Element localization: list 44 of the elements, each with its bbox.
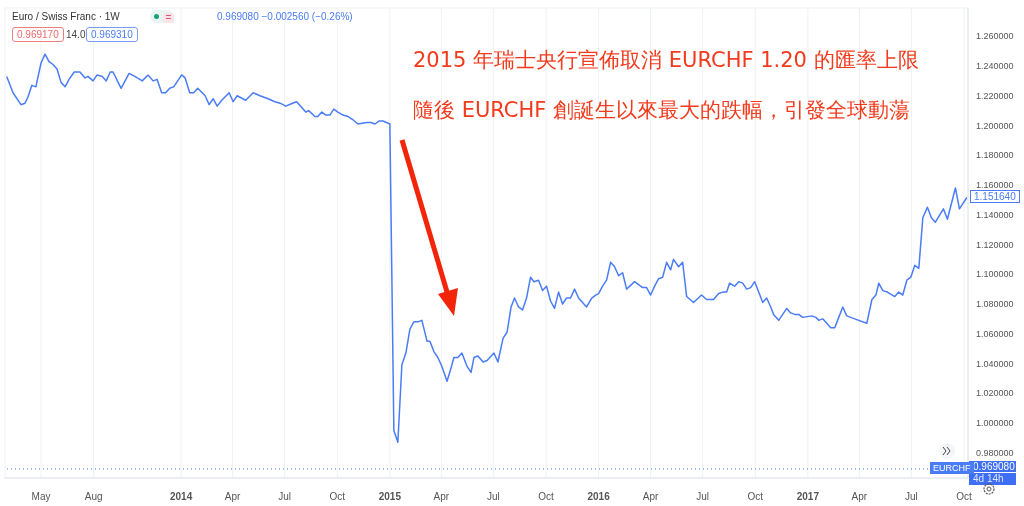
y-tick-label: 1.040000 xyxy=(976,358,1014,369)
y-tick-label: 1.100000 xyxy=(976,269,1014,280)
y-tick-label: 1.240000 xyxy=(976,61,1014,72)
x-tick-label: 2014 xyxy=(170,491,193,502)
y-tick-label: 1.180000 xyxy=(976,150,1014,161)
x-tick-label: Apr xyxy=(642,491,660,502)
x-tick-label: 2016 xyxy=(587,491,611,502)
annotation: 0.969310 xyxy=(86,27,138,42)
y-tick-label: 1.160000 xyxy=(976,180,1014,191)
annotation: 0.969080 −0.002560 (−0.26%) xyxy=(217,11,353,22)
y-tick-label: 1.080000 xyxy=(976,299,1014,310)
y-tick-label: 1.140000 xyxy=(976,209,1014,220)
y-tick-label: 0.980000 xyxy=(976,447,1014,458)
x-tick-label: Jul xyxy=(904,491,918,502)
y-tick-label: 1.000000 xyxy=(976,418,1014,429)
x-tick-label: May xyxy=(31,491,51,502)
x-tick-label: Aug xyxy=(84,491,103,502)
annotation: 隨後 EURCHF 創誕生以來最大的跌幅，引發全球動蕩 xyxy=(413,97,911,124)
x-tick-label: 2015 xyxy=(378,491,402,502)
annotation: 2015 年瑞士央行宣佈取消 EURCHF 1.20 的匯率上限 xyxy=(413,47,919,74)
y-tick-label: 1.120000 xyxy=(976,239,1014,250)
y-tick-label: 1.020000 xyxy=(976,388,1014,399)
y-tick-label: 1.060000 xyxy=(976,328,1014,339)
y-tick-label: 1.220000 xyxy=(976,90,1014,101)
annotation: 14.0 xyxy=(66,29,86,40)
x-tick-label: Oct xyxy=(538,491,554,502)
x-tick-label: 2017 xyxy=(796,491,820,502)
x-tick-label: Apr xyxy=(224,491,242,502)
annotation: 0.969170 xyxy=(12,27,64,42)
y-tick-label: 1.260000 xyxy=(976,31,1014,42)
x-tick-label: Jul xyxy=(486,491,500,502)
x-tick-label: Apr xyxy=(851,491,868,502)
annotation: 1.151640 xyxy=(970,190,1020,204)
text: 4d 14h xyxy=(969,473,1016,485)
x-tick-label: Oct xyxy=(956,491,972,502)
x-tick-label: Oct xyxy=(747,491,764,502)
y-tick-label: 1.200000 xyxy=(976,120,1014,131)
x-tick-label: Jul xyxy=(278,491,292,502)
text: EURCHF xyxy=(930,461,974,474)
x-tick-label: Jul xyxy=(696,491,710,502)
text: 0.969080 xyxy=(969,461,1016,472)
x-tick-label: Apr xyxy=(433,491,450,502)
chart-title: Euro / Swiss Franc · 1W xyxy=(12,11,120,22)
x-tick-label: Oct xyxy=(329,491,346,502)
